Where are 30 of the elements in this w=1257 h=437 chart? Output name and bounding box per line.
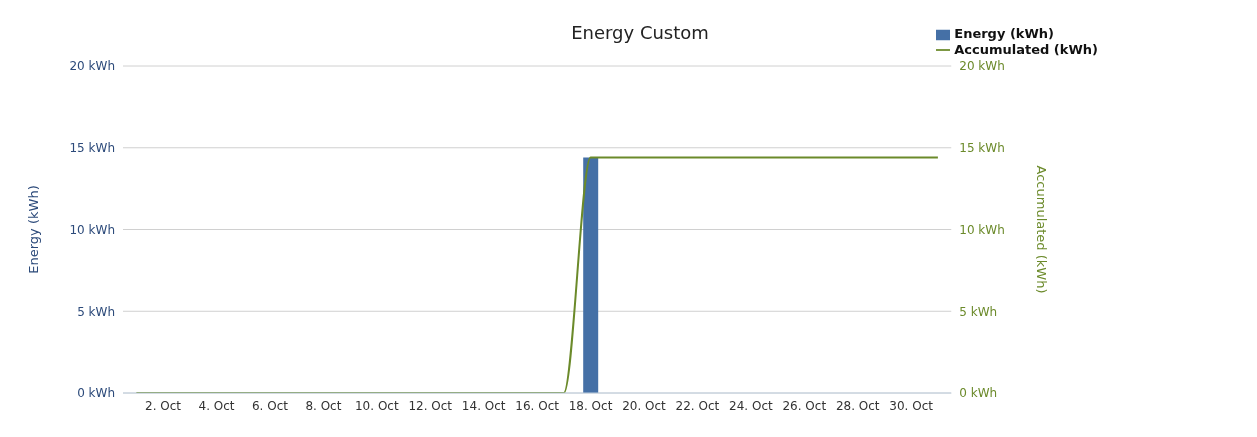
x-tick-label: 2. Oct xyxy=(145,398,182,413)
x-tick-label: 10. Oct xyxy=(354,398,399,413)
y2-tick-label: 0 kWh xyxy=(959,386,998,401)
x-tick-label: 12. Oct xyxy=(408,398,453,413)
y2-tick-label: 10 kWh xyxy=(959,222,1005,237)
y-tick-label: 15 kWh xyxy=(69,141,115,156)
x-tick-label: 20. Oct xyxy=(622,398,667,413)
y-tick-label: 20 kWh xyxy=(69,59,115,74)
x-tick-label: 14. Oct xyxy=(461,398,506,413)
y2-tick-label: 5 kWh xyxy=(959,304,998,319)
x-tick-label: 4. Oct xyxy=(198,398,235,413)
y-axis-title: Energy (kWh) xyxy=(25,185,41,274)
y2-tick-label: 20 kWh xyxy=(959,59,1005,74)
x-tick-label: 30. Oct xyxy=(889,398,934,413)
x-tick-label: 26. Oct xyxy=(782,398,827,413)
x-tick-label: 24. Oct xyxy=(729,398,773,413)
chart-title: Energy Custom xyxy=(571,22,709,43)
y-tick-label: 10 kWh xyxy=(69,222,115,237)
y-tick-label: 0 kWh xyxy=(77,386,115,401)
x-tick-label: 22. Oct xyxy=(675,398,720,413)
y2-tick-label: 15 kWh xyxy=(959,141,1005,156)
x-tick-label: 16. Oct xyxy=(515,398,560,413)
legend-label: Accumulated (kWh) xyxy=(954,41,1098,57)
x-tick-label: 6. Oct xyxy=(251,398,289,413)
y2-axis-title: Accumulated (kWh) xyxy=(1033,165,1049,294)
x-tick-label: 28. Oct xyxy=(835,398,880,413)
y-tick-label: 5 kWh xyxy=(77,304,115,319)
x-tick-label: 18. Oct xyxy=(568,398,613,413)
x-tick-label: 8. Oct xyxy=(305,398,342,413)
legend-label: Energy (kWh) xyxy=(954,26,1055,41)
